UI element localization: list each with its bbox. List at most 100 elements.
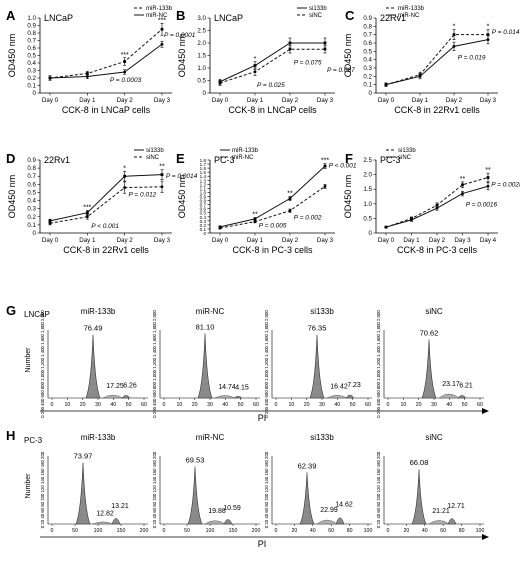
s-percent: 12.82 <box>96 511 114 518</box>
histogram-plot: siNC 0 20 40 60 80 100 120 140 160 180 20… <box>376 433 484 534</box>
y-tick-label: 0.8 <box>363 23 372 30</box>
x-tick-label: 40 <box>446 402 452 408</box>
plot-title: siNC <box>425 433 443 442</box>
g1-percent: 70.62 <box>420 328 439 337</box>
y-tick-label: 1.0 <box>200 190 207 195</box>
data-point <box>323 47 327 51</box>
data-point <box>461 192 464 195</box>
data-point <box>435 206 439 210</box>
y-tick-label: 0.7 <box>27 38 36 45</box>
s-percent: 23.17 <box>442 381 460 388</box>
y-tick-label: 0.1 <box>363 82 372 89</box>
y-tick-label: 0.5 <box>27 189 36 196</box>
legend-label: siNC <box>146 155 160 161</box>
data-point <box>160 42 164 46</box>
x-tick-label: 100 <box>364 528 373 534</box>
p-value-label: P < 0.001 <box>91 223 119 230</box>
cell-label: 22Rv1 <box>380 13 406 23</box>
x-tick-label: 80 <box>347 528 353 534</box>
y-tick-label: 0.3 <box>200 219 207 224</box>
series-line <box>49 43 163 79</box>
data-point <box>418 74 422 78</box>
significance-stars: * <box>453 24 456 31</box>
p-value-label: P < 0.001 <box>329 162 357 169</box>
x-tick-label: 40 <box>334 402 340 408</box>
x-tick-label: 20 <box>416 402 422 408</box>
x-tick-label: Day 4 <box>480 237 497 244</box>
x-tick-label: Day 1 <box>403 237 420 244</box>
data-point <box>486 38 490 42</box>
series-line <box>219 42 325 83</box>
data-point <box>48 76 52 80</box>
x-tick-label: Day 3 <box>317 237 334 244</box>
y-tick-label: 0.8 <box>200 199 207 204</box>
x-tick-label: 200 <box>252 528 261 534</box>
y-tick-label: 1.0 <box>197 65 206 72</box>
x-axis-label: CCK-8 in PC-3 cells <box>397 245 478 255</box>
y-tick-label: 0.9 <box>200 195 207 200</box>
g1-percent: 76.35 <box>308 324 327 333</box>
y-axis-label: OD450 nm <box>343 34 353 78</box>
cell-label: 22Rv1 <box>44 155 70 165</box>
panel-letter: C <box>345 8 355 23</box>
p-value-label: P = 0.0014 <box>166 173 198 180</box>
y-tick-label: 0.7 <box>363 32 372 39</box>
x-axis-label: CCK-8 in 22Rv1 cells <box>63 245 149 255</box>
x-tick-label: 0 <box>51 528 54 534</box>
plot-title: si133b <box>310 433 334 442</box>
data-point <box>48 219 52 223</box>
significance-stars: * <box>487 24 490 31</box>
histogram-plot: si133b 0 20 40 60 80 100 120 140 160 180 … <box>264 433 372 534</box>
x-tick-label: 200 <box>140 528 149 534</box>
data-point <box>123 60 127 63</box>
x-tick-label: 40 <box>222 402 228 408</box>
data-point <box>323 184 327 188</box>
y-axis-label: OD450 nm <box>343 175 353 219</box>
y-tick-labels: 0 200 400 600 800 1,000 1,200 1,400 1,60… <box>40 310 45 418</box>
x-tick-label: 60 <box>477 402 483 408</box>
histogram-plot: miR-NC 0 20 40 60 80 100 120 140 160 180 … <box>152 433 260 534</box>
pi-arrow-head <box>482 408 489 414</box>
s-percent: 14.74 <box>218 384 236 391</box>
y-tick-label: 2.0 <box>197 40 206 47</box>
s-percent: 21.21 <box>432 508 450 515</box>
data-point <box>288 41 292 45</box>
data-point <box>253 217 257 221</box>
significance-stars: *** <box>321 158 329 165</box>
y-tick-labels: 0 20 40 60 80 100 120 140 160 180 200 <box>376 451 381 528</box>
significance-stars: ** <box>287 191 293 198</box>
significance-stars: ** <box>159 164 165 171</box>
x-tick-label: 20 <box>80 402 86 408</box>
legend-label: miR-133b <box>398 6 425 12</box>
data-point <box>410 218 413 222</box>
histogram-plot: si133b 0 200 400 600 800 1,000 1,200 1,40… <box>264 307 372 418</box>
panel-letter: G <box>6 303 16 318</box>
data-point <box>384 225 388 229</box>
plot-title: siNC <box>425 307 443 316</box>
y-tick-label: 0.2 <box>200 223 207 228</box>
p-value-label: P = 0.0028 <box>491 181 520 188</box>
x-tick-label: 40 <box>310 528 316 534</box>
g2m-peak <box>121 395 131 399</box>
x-tick-label: 150 <box>229 528 238 534</box>
x-tick-label: 0 <box>275 402 278 408</box>
x-tick-label: 10 <box>176 402 182 408</box>
p-value-label: P = 0.0003 <box>110 77 142 84</box>
p-value-label: P = 0.005 <box>259 223 287 230</box>
g1-percent: 73.97 <box>74 452 93 461</box>
line-panel-D: D 00.10.20.30.4 0.50.60.70.80.9 Day 0 Day 1 D… <box>6 148 198 255</box>
data-point <box>253 64 257 67</box>
y-tick-labels: 0 200 400 600 800 1,000 1,200 1,400 1,60… <box>152 310 157 418</box>
line-panel-A: A 00.10.20.30.40.50.60.70.80.91.0 Day 0 Day… <box>6 6 196 115</box>
data-point <box>452 33 456 37</box>
s-phase-shoulder <box>438 393 460 399</box>
x-tick-label: 50 <box>350 402 356 408</box>
plot-title: miR-NC <box>196 433 225 442</box>
s-percent: 17.25 <box>106 383 124 390</box>
s-percent: 22.99 <box>320 507 338 514</box>
y-tick-label: 0.5 <box>197 78 206 85</box>
x-tick-label: Day 0 <box>212 237 229 244</box>
x-tick-label: Day 3 <box>454 237 471 244</box>
y-tick-label: 0 <box>203 90 207 97</box>
data-point <box>160 173 164 176</box>
